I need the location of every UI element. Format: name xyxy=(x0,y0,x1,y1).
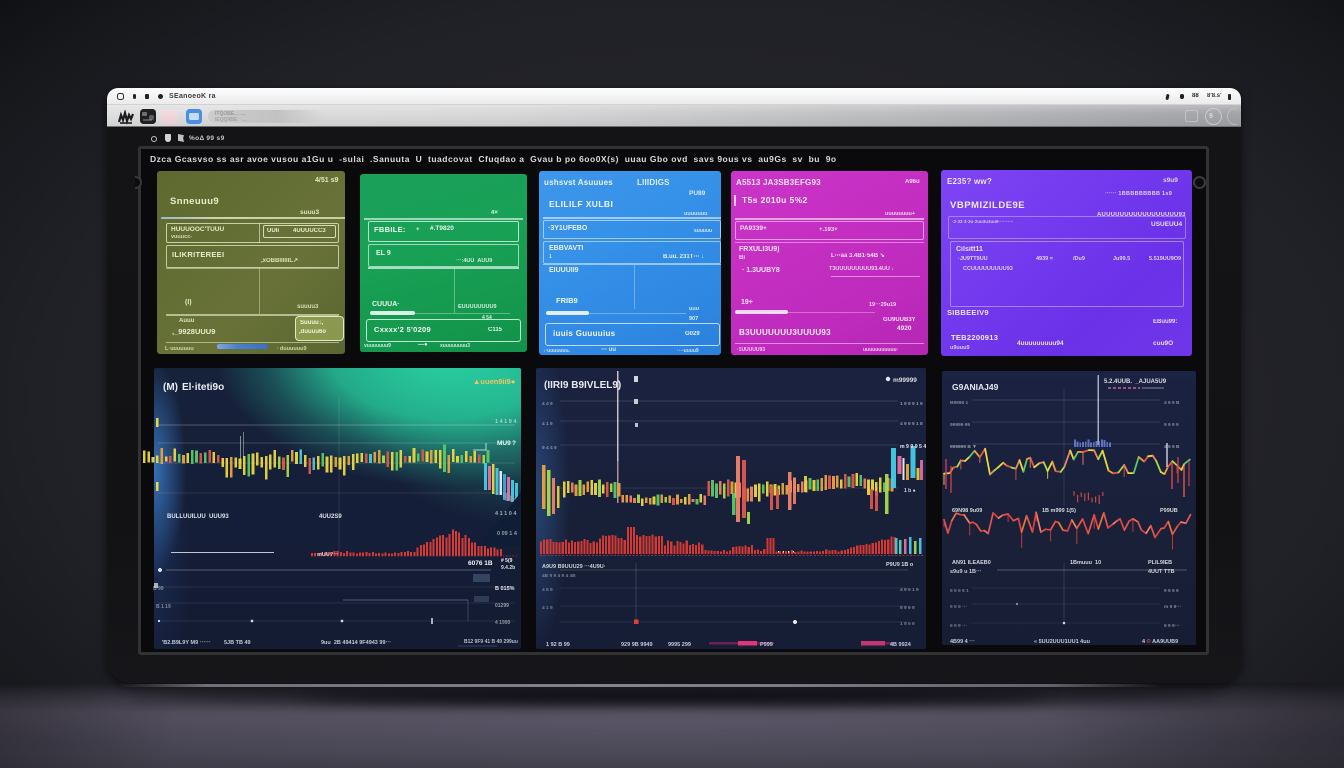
svg-text:B12 9F9 41 B 49 299uu: B12 9F9 41 B 49 299uu xyxy=(464,639,518,645)
svg-text:4 9 9 9 1 8: 4 9 9 9 1 8 xyxy=(900,421,923,427)
svg-text:01299: 01299 xyxy=(495,603,509,609)
svg-text:9 9 9 9: 9 9 9 9 xyxy=(900,605,915,611)
svg-text:# 5(9: # 5(9 xyxy=(501,558,513,564)
svg-text:99999 99: 99999 99 xyxy=(950,422,970,428)
svg-text:9uu 2B 49414 9F4943 99⋯: 9uu 2B 49414 9F4943 99⋯ xyxy=(321,640,392,646)
svg-text:P9U9 1B o: P9U9 1B o xyxy=(886,562,914,568)
svg-text:5.2.4UUB. _AJUA5U9: 5.2.4UUB. _AJUA5U9 xyxy=(1104,379,1167,385)
svg-text:1 4 1 9 4: 1 4 1 9 4 xyxy=(495,419,517,425)
svg-text:1 b ●: 1 b ● xyxy=(904,488,916,494)
svg-text:999999 B ▼: 999999 B ▼ xyxy=(950,444,977,450)
svg-text:m 9 9⋯: m 9 9⋯ xyxy=(1164,604,1181,610)
svg-text:4 9 9 1 9: 4 9 9 1 9 xyxy=(900,587,919,593)
svg-text:4UU2S9: 4UU2S9 xyxy=(319,514,342,520)
svg-text:9995 299: 9995 299 xyxy=(668,642,691,648)
svg-text:m99999: m99999 xyxy=(893,377,917,384)
svg-text:s9u9 u 1B⋯: s9u9 u 1B⋯ xyxy=(950,569,982,575)
svg-text:9 9 9 ⋯: 9 9 9 ⋯ xyxy=(950,623,967,629)
svg-text:4 1999: 4 1999 xyxy=(495,620,511,626)
svg-text:G9ANIAJ49: G9ANIAJ49 xyxy=(952,382,999,392)
svg-text:BULLUUILUU UUU93: BULLUUILUU UUU93 xyxy=(167,514,229,520)
svg-text:9 9 9 9: 9 9 9 9 xyxy=(1164,422,1179,428)
svg-text:mUU?⋯: mUU?⋯ xyxy=(317,552,339,558)
svg-text:P999: P999 xyxy=(760,642,773,648)
svg-text:9 9 9 9 1: 9 9 9 9 1 xyxy=(950,588,969,594)
svg-text:5JB TB 49: 5JB TB 49 xyxy=(224,640,251,646)
svg-text:4 1 1 0 4: 4 1 1 0 4 xyxy=(495,511,517,517)
svg-text:« 5UU2UUU1UU1 4uu: « 5UU2UUU1UU1 4uu xyxy=(1034,639,1090,645)
svg-text:MU9 ?: MU9 ? xyxy=(497,440,516,447)
svg-text:929 9B 9949: 929 9B 9949 xyxy=(621,642,653,648)
svg-text:9 9 9⋯: 9 9 9⋯ xyxy=(1164,623,1180,629)
svg-text:4 9 9 B: 4 9 9 B xyxy=(1164,400,1180,406)
svg-text:4B 9924: 4B 9924 xyxy=(890,642,912,648)
svg-text:(IIRI9 B9IVLEL9): (IIRI9 B9IVLEL9) xyxy=(544,380,621,391)
svg-text:A9U9 B9UUU29 ⋯4U9U·: A9U9 B9UUU29 ⋯4U9U· xyxy=(542,564,606,570)
svg-text:4 1 9: 4 1 9 xyxy=(542,421,553,427)
svg-text:▲uuen9ii9●: ▲uuen9ii9● xyxy=(473,377,515,386)
svg-text:1B m999 1(5): 1B m999 1(5) xyxy=(1042,508,1076,514)
svg-text:4B99 4 ⋯: 4B99 4 ⋯ xyxy=(950,639,975,645)
svg-text:9 4 4 9: 9 4 4 9 xyxy=(542,445,557,451)
svg-text:m 9 9 9 5 4 ●: m 9 9 9 5 4 ● xyxy=(900,444,926,450)
svg-text:'B2.B9L9Y M9 ⋯⋯: 'B2.B9L9Y M9 ⋯⋯ xyxy=(162,640,211,646)
svg-text:4 9 9 B: 4 9 9 B xyxy=(1164,444,1180,450)
svg-text:0 09 1 4: 0 09 1 4 xyxy=(497,531,518,537)
svg-text:B 015%: B 015% xyxy=(495,586,515,592)
svg-text:4 © AA9UUB9: 4 © AA9UUB9 xyxy=(1142,638,1178,645)
svg-text:P99UB: P99UB xyxy=(1160,508,1178,514)
svg-text:4UUT TTB: 4UUT TTB xyxy=(1148,569,1175,575)
svg-text:PLIL9IEB: PLIL9IEB xyxy=(1148,560,1172,566)
svg-text:1 9 9 9 1 9: 1 9 9 9 1 9 xyxy=(900,401,923,407)
svg-text:4B 9 9 4 9 4 4B: 4B 9 9 4 9 4 4B xyxy=(542,573,576,579)
svg-text:(M) El·iteti9o: (M) El·iteti9o xyxy=(163,382,224,393)
svg-text:4 1 9: 4 1 9 xyxy=(542,605,553,611)
svg-text:1 9 9 9: 1 9 9 9 xyxy=(900,621,915,627)
svg-text:1 92 B 99: 1 92 B 99 xyxy=(546,642,570,648)
svg-text:69N98 9u09: 69N98 9u09 xyxy=(952,508,982,514)
svg-text:AN91 ILEAEB0: AN91 ILEAEB0 xyxy=(952,560,991,566)
svg-text:9 9 9 ⋯: 9 9 9 ⋯ xyxy=(950,604,967,610)
svg-text:4 9 9: 4 9 9 xyxy=(542,587,553,593)
svg-text:1Bmuuu 10: 1Bmuuu 10 xyxy=(1070,560,1101,566)
svg-text:B 99: B 99 xyxy=(153,586,164,592)
svg-text:9 9 9 9: 9 9 9 9 xyxy=(1164,588,1179,594)
svg-text:4 4 9: 4 4 9 xyxy=(542,401,553,407)
svg-text:B 1 19: B 1 19 xyxy=(156,604,171,610)
svg-text:B9999 1: B9999 1 xyxy=(950,400,968,406)
svg-text:9.4.2b: 9.4.2b xyxy=(501,565,515,571)
svg-text:6076 1B: 6076 1B xyxy=(468,560,493,567)
